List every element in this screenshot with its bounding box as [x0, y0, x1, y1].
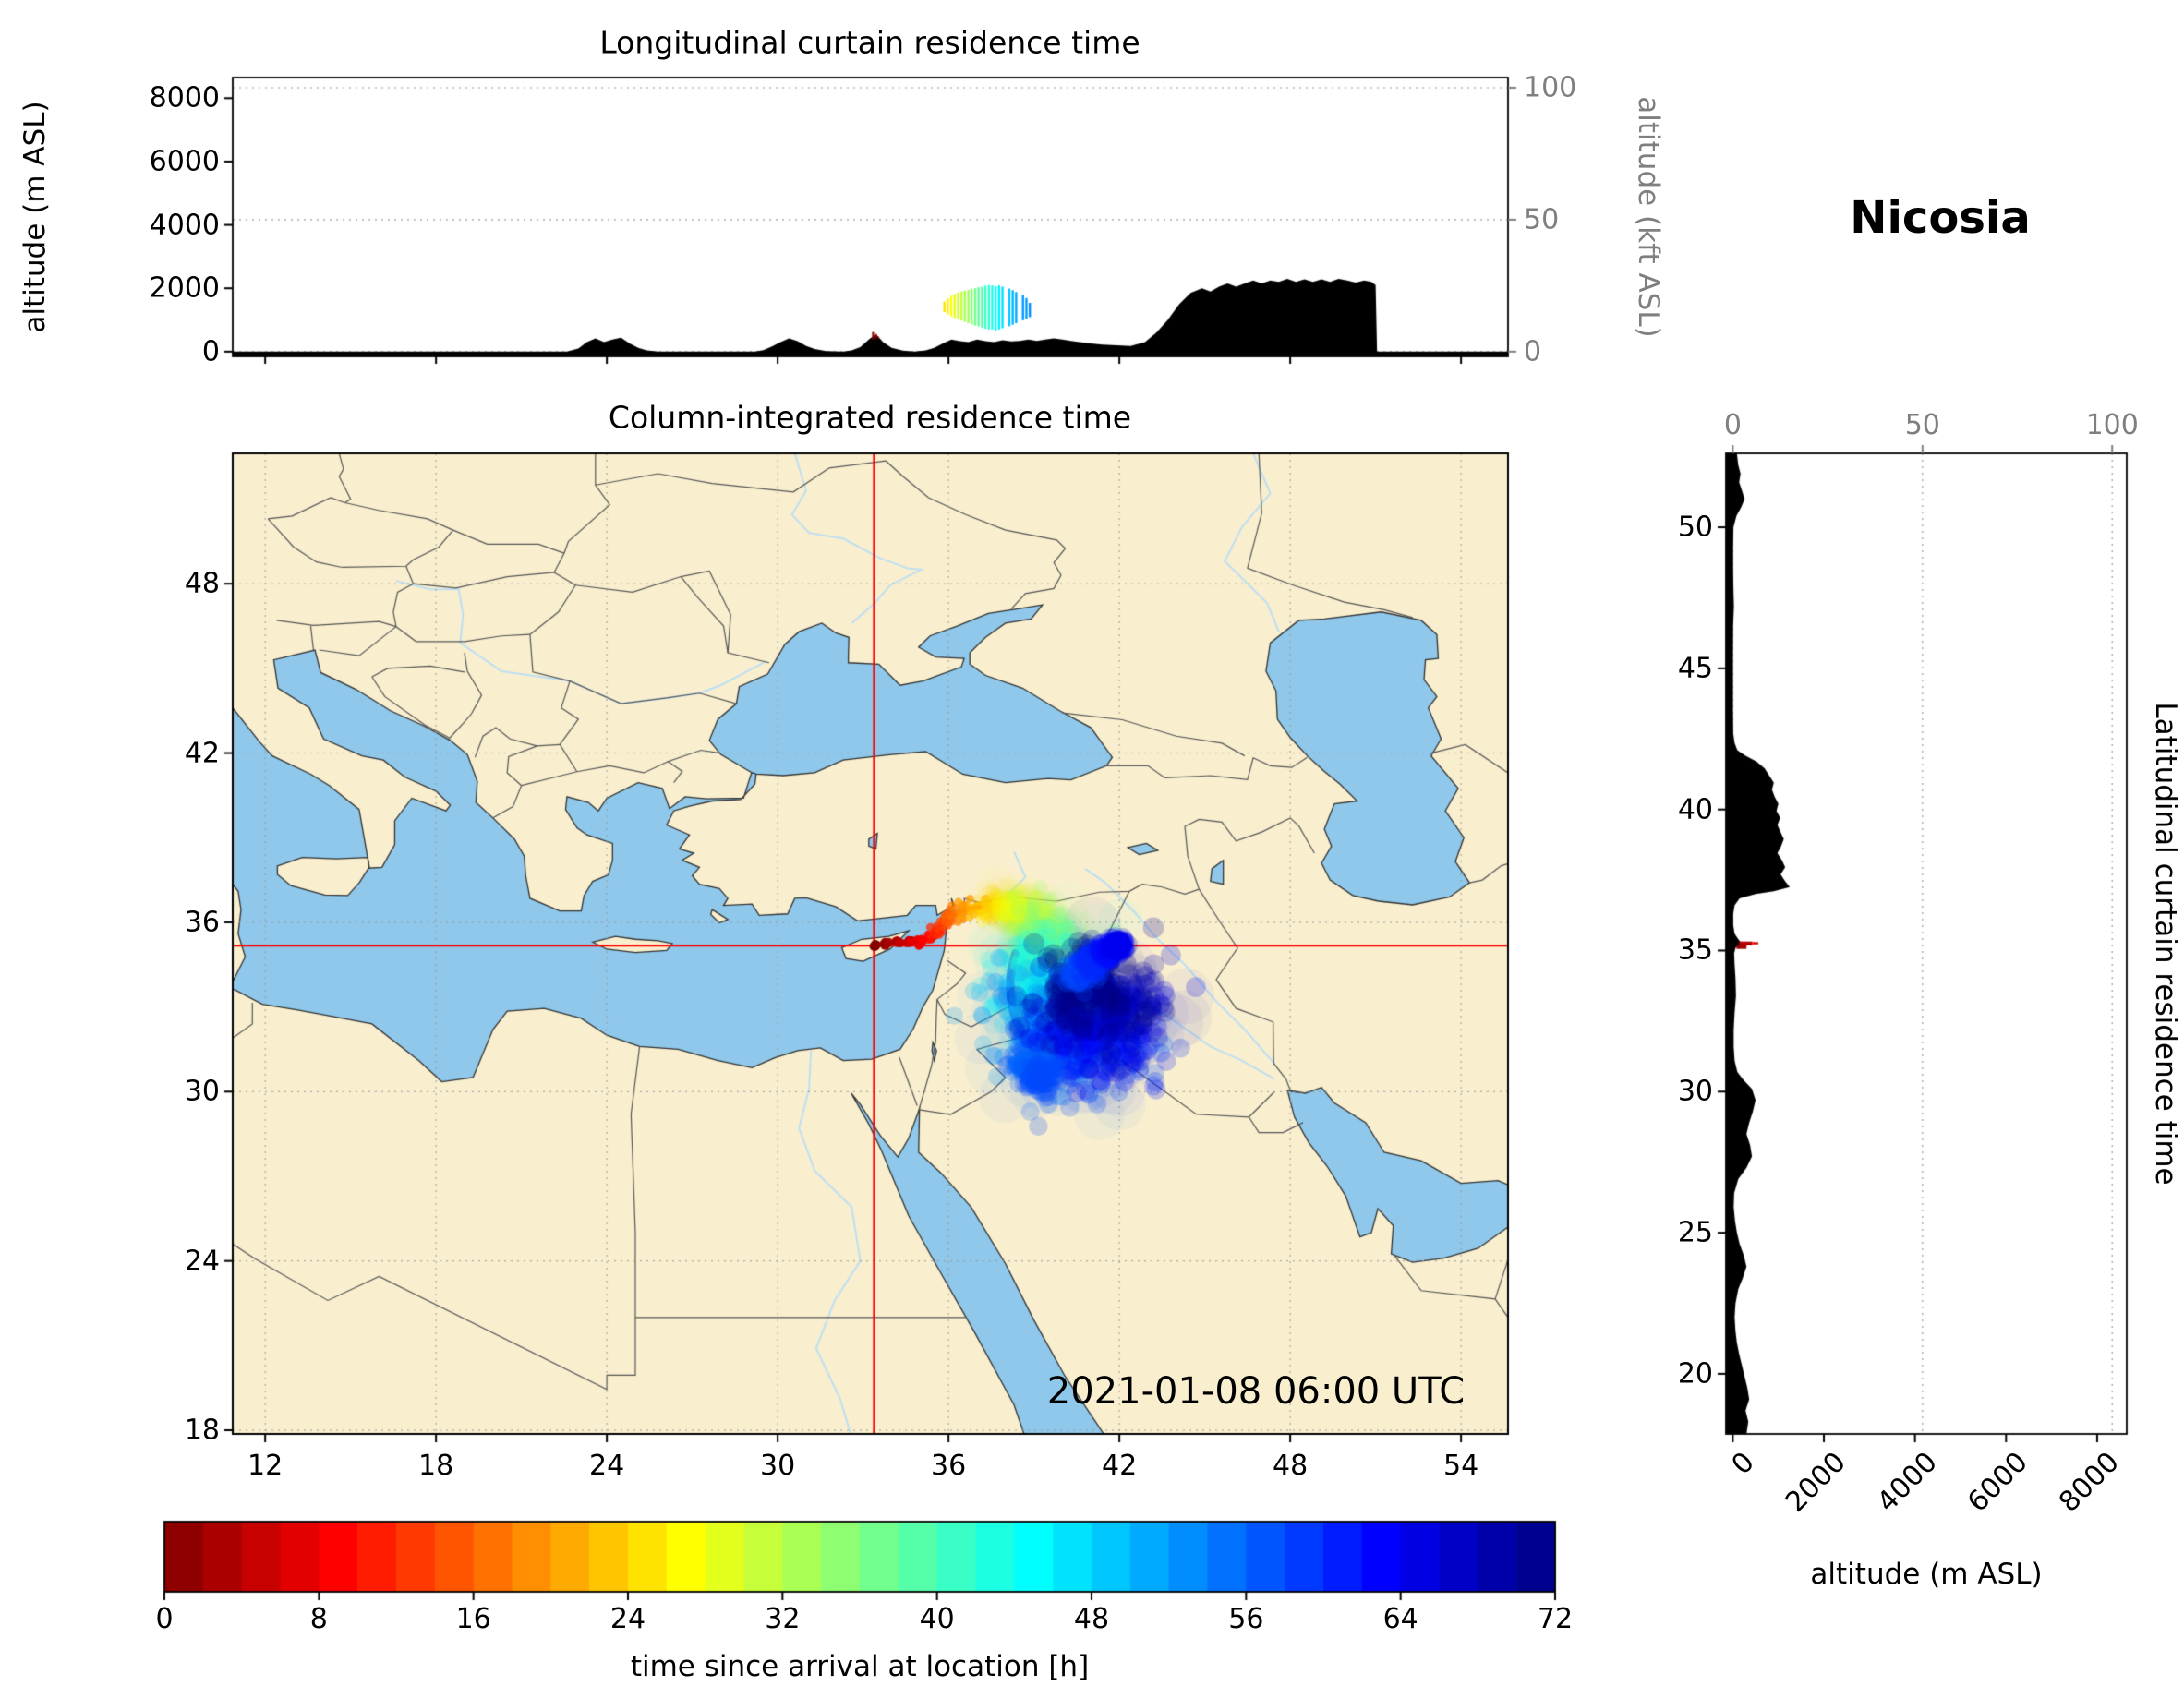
- colorbar-tick-label: 64: [1382, 1603, 1418, 1635]
- top-panel-ytick-label: 2000: [149, 271, 220, 305]
- colorbar-tick-label: 72: [1537, 1603, 1574, 1635]
- right-panel-lat-tick-label: 25: [1677, 1216, 1713, 1249]
- station-title: Nicosia: [1850, 192, 2031, 244]
- right-panel-lat-tick-label: 35: [1677, 933, 1713, 967]
- top-panel-kft-tick-label: 0: [1524, 335, 1542, 368]
- right-panel-lat-tick-label: 50: [1677, 511, 1713, 544]
- top-panel-ytick-label: 4000: [149, 209, 220, 242]
- colorbar-tick-label: 32: [765, 1603, 801, 1635]
- colorbar-tick-label: 56: [1228, 1603, 1264, 1635]
- right-panel-lat-tick-label: 40: [1677, 793, 1713, 826]
- map-lon-tick-label: 30: [760, 1450, 796, 1482]
- right-panel-lat-tick-label: 20: [1677, 1357, 1713, 1391]
- colorbar-tick-label: 40: [919, 1603, 955, 1635]
- top-panel-kft-tick-label: 50: [1524, 203, 1560, 236]
- right-panel-kft-tick-label: 100: [2085, 409, 2139, 441]
- right-panel-lat-tick-label: 45: [1677, 652, 1713, 685]
- top-panel-ytick-label: 0: [201, 335, 220, 368]
- map-panel-title: Column-integrated residence time: [608, 399, 1132, 436]
- map-lon-tick-label: 12: [247, 1450, 284, 1482]
- top-panel-title: Longitudinal curtain residence time: [599, 24, 1140, 61]
- colorbar-tick-label: 8: [309, 1603, 328, 1635]
- top-panel-kft-tick-label: 100: [1524, 71, 1577, 104]
- map-lon-tick-label: 18: [418, 1450, 454, 1482]
- top-panel-ylabel-right: altitude (kft ASL): [1632, 96, 1665, 338]
- colorbar-tick-label: 16: [455, 1603, 491, 1635]
- right-panel-kft-tick-label: 0: [1723, 409, 1742, 441]
- right-panel-title: Latitudinal curtain residence time: [2149, 702, 2182, 1186]
- map-lat-tick-label: 36: [184, 906, 220, 939]
- top-panel-ytick-label: 6000: [149, 145, 220, 178]
- colorbar-tick-label: 0: [155, 1603, 174, 1635]
- top-panel-ylabel-left: altitude (m ASL): [18, 101, 52, 333]
- map-timestamp: 2021-01-08 06:00 UTC: [1046, 1370, 1466, 1413]
- colorbar-tick-label: 48: [1073, 1603, 1110, 1635]
- map-lon-tick-label: 36: [931, 1450, 967, 1482]
- right-panel-lat-tick-label: 30: [1677, 1075, 1713, 1108]
- map-lat-tick-label: 30: [184, 1075, 220, 1108]
- colorbar-label: time since arrival at location [h]: [630, 1650, 1090, 1683]
- map-lat-tick-label: 24: [184, 1245, 220, 1278]
- right-panel-kft-tick-label: 50: [1904, 409, 1940, 441]
- colorbar-tick-label: 24: [609, 1603, 646, 1635]
- map-lat-tick-label: 18: [184, 1414, 220, 1447]
- top-panel-ytick-label: 8000: [149, 81, 220, 114]
- map-lat-tick-label: 48: [184, 567, 220, 600]
- map-lon-tick-label: 54: [1443, 1450, 1479, 1482]
- right-panel-xlabel: altitude (m ASL): [1810, 1558, 2043, 1591]
- map-lon-tick-label: 42: [1102, 1450, 1138, 1482]
- map-lon-tick-label: 48: [1273, 1450, 1309, 1482]
- map-lat-tick-label: 42: [184, 737, 220, 770]
- map-lon-tick-label: 24: [589, 1450, 625, 1482]
